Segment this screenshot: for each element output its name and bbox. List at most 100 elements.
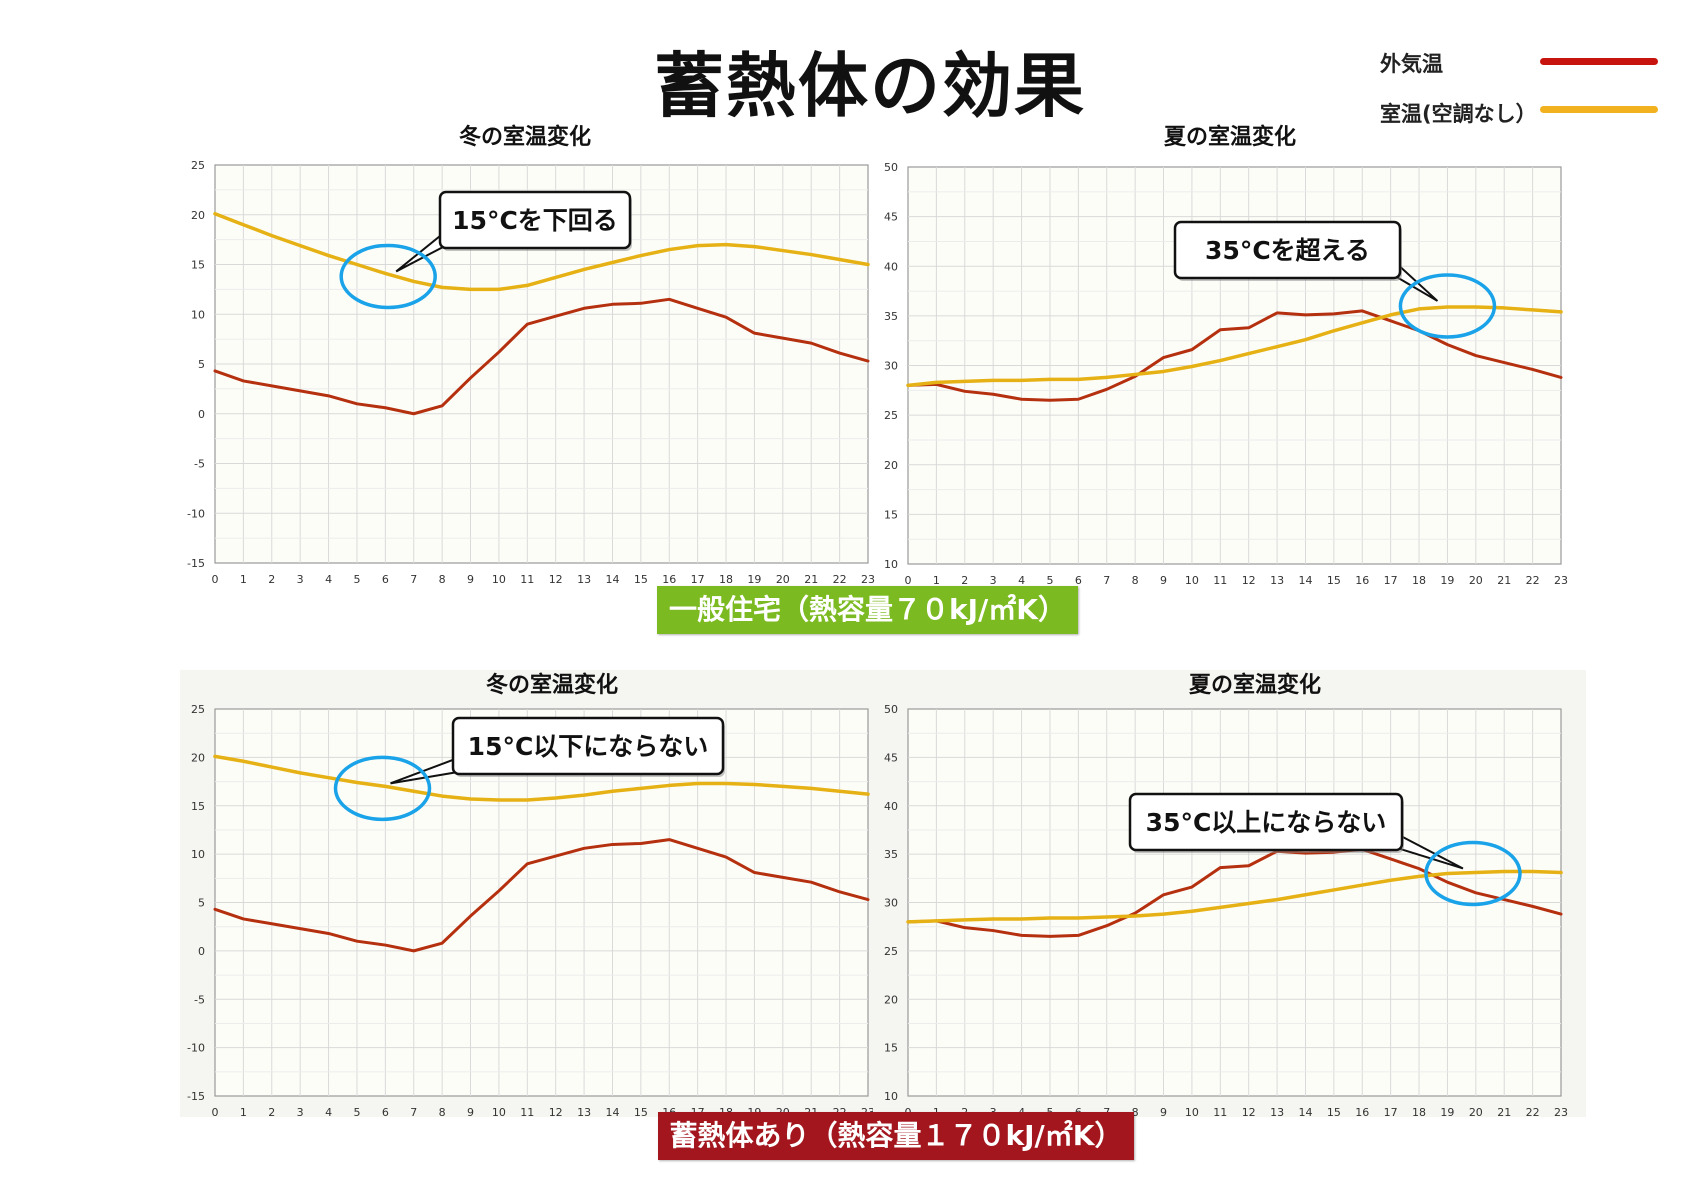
y-tick-label: 15 xyxy=(884,508,898,521)
y-tick-label: 15 xyxy=(191,800,205,813)
y-tick-label: 15 xyxy=(191,259,205,272)
y-tick-label: 30 xyxy=(884,360,898,373)
x-tick-label: 2 xyxy=(268,1106,275,1119)
x-tick-label: 17 xyxy=(691,573,705,586)
y-tick-label: -10 xyxy=(187,1042,205,1055)
x-tick-label: 9 xyxy=(1160,1106,1167,1119)
x-tick-label: 22 xyxy=(1526,574,1540,587)
page-title: 蓄熱体の効果 xyxy=(654,45,1086,127)
y-tick-label: 5 xyxy=(198,897,205,910)
x-tick-label: 17 xyxy=(1384,574,1398,587)
x-tick-label: 10 xyxy=(1185,574,1199,587)
x-tick-label: 9 xyxy=(467,573,474,586)
x-tick-label: 20 xyxy=(1469,574,1483,587)
x-tick-label: 4 xyxy=(1018,574,1025,587)
x-tick-label: 15 xyxy=(1327,574,1341,587)
y-tick-label: 20 xyxy=(191,209,205,222)
x-tick-label: 15 xyxy=(634,1106,648,1119)
callout-circle xyxy=(333,755,432,822)
y-tick-label: 0 xyxy=(198,408,205,421)
x-tick-label: 12 xyxy=(549,1106,563,1119)
x-tick-label: 19 xyxy=(1440,1106,1454,1119)
x-tick-label: 6 xyxy=(1075,574,1082,587)
y-tick-label: -15 xyxy=(187,557,205,570)
x-tick-label: 19 xyxy=(747,573,761,586)
y-tick-label: -15 xyxy=(187,1090,205,1103)
x-tick-label: 0 xyxy=(212,1106,219,1119)
x-tick-label: 5 xyxy=(353,1106,360,1119)
x-tick-label: 8 xyxy=(1132,1106,1139,1119)
x-tick-label: 21 xyxy=(804,573,818,586)
y-tick-label: 45 xyxy=(884,751,898,764)
x-tick-label: 16 xyxy=(1355,574,1369,587)
x-tick-label: 0 xyxy=(905,574,912,587)
x-tick-label: 2 xyxy=(268,573,275,586)
x-tick-label: 9 xyxy=(1160,574,1167,587)
x-tick-label: 7 xyxy=(410,573,417,586)
x-tick-label: 1 xyxy=(933,574,940,587)
y-tick-label: 15 xyxy=(884,1042,898,1055)
x-tick-label: 11 xyxy=(520,573,534,586)
x-tick-label: 10 xyxy=(492,573,506,586)
series-line-outdoor xyxy=(213,838,870,953)
x-tick-label: 14 xyxy=(605,573,619,586)
y-tick-label: 45 xyxy=(884,211,898,224)
x-tick-label: 13 xyxy=(1270,1106,1284,1119)
y-tick-label: -10 xyxy=(187,507,205,520)
x-tick-label: 6 xyxy=(382,1106,389,1119)
series-line-outdoor xyxy=(906,847,1563,938)
legend-item-indoor: 室温(空調なし） xyxy=(1380,98,1680,128)
y-tick-label: 25 xyxy=(191,703,205,716)
y-tick-label: 40 xyxy=(884,260,898,273)
x-tick-label: 21 xyxy=(1497,1106,1511,1119)
y-tick-label: 10 xyxy=(191,848,205,861)
x-tick-label: 5 xyxy=(1046,574,1053,587)
y-tick-label: 25 xyxy=(191,159,205,172)
y-tick-label: 20 xyxy=(191,751,205,764)
x-tick-label: 23 xyxy=(1554,574,1568,587)
y-tick-label: 20 xyxy=(884,993,898,1006)
y-tick-label: 5 xyxy=(198,358,205,371)
y-tick-label: 35 xyxy=(884,848,898,861)
x-tick-label: 11 xyxy=(1213,1106,1227,1119)
x-tick-label: 4 xyxy=(325,1106,332,1119)
legend-label-indoor: 室温(空調なし） xyxy=(1380,102,1537,126)
y-tick-label: 25 xyxy=(884,945,898,958)
x-tick-label: 8 xyxy=(439,573,446,586)
callout-text: 15°C以下にならない xyxy=(468,732,709,761)
x-tick-label: 7 xyxy=(1103,574,1110,587)
callout-box xyxy=(438,190,632,250)
x-tick-label: 3 xyxy=(297,573,304,586)
chart-title: 冬の室温変化 xyxy=(486,672,618,698)
badge-general-house: 一般住宅（熱容量７０kJ/㎡K） xyxy=(657,586,1078,634)
callout-text: 35°Cを超える xyxy=(1205,236,1370,265)
x-tick-label: 23 xyxy=(1554,1106,1568,1119)
series-line-indoor xyxy=(906,305,1563,388)
series-line-indoor xyxy=(213,754,870,802)
x-tick-label: 13 xyxy=(1270,574,1284,587)
legend: 外気温 室温(空調なし） xyxy=(1380,40,1680,130)
x-tick-label: 11 xyxy=(1213,574,1227,587)
x-tick-label: 20 xyxy=(1469,1106,1483,1119)
legend-swatch-outdoor xyxy=(1540,58,1658,65)
x-tick-label: 22 xyxy=(1526,1106,1540,1119)
y-tick-label: 50 xyxy=(884,161,898,174)
x-tick-label: 1 xyxy=(240,1106,247,1119)
x-tick-label: 8 xyxy=(439,1106,446,1119)
x-tick-label: 7 xyxy=(410,1106,417,1119)
chart-title: 夏の室温変化 xyxy=(1189,672,1321,698)
x-tick-label: 16 xyxy=(1355,1106,1369,1119)
y-tick-label: 40 xyxy=(884,800,898,813)
y-tick-label: 50 xyxy=(884,703,898,716)
x-tick-label: 20 xyxy=(776,573,790,586)
callout-circle xyxy=(1424,840,1522,907)
x-tick-label: 21 xyxy=(1497,574,1511,587)
callout-box xyxy=(1173,220,1402,280)
y-tick-label: 10 xyxy=(191,308,205,321)
chart-title: 冬の室温変化 xyxy=(459,124,591,150)
y-tick-label: 35 xyxy=(884,310,898,323)
y-tick-label: 0 xyxy=(198,945,205,958)
series-line-indoor xyxy=(213,212,870,292)
x-tick-label: 1 xyxy=(240,573,247,586)
